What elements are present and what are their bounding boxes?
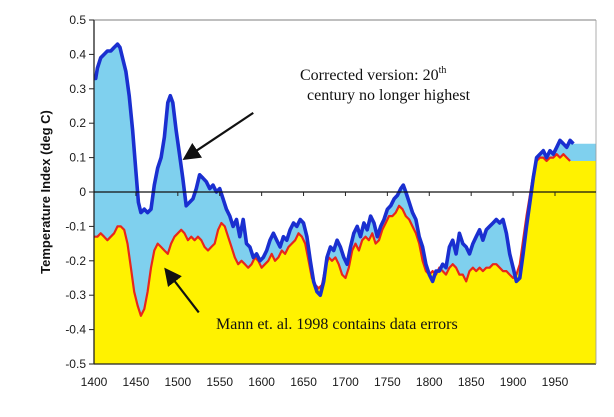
x-tick-label: 1800 <box>416 375 443 389</box>
y-tick-label: -0.4 <box>65 323 86 337</box>
mann-area-fill <box>94 154 596 364</box>
annotation-arrow-corrected <box>182 111 254 161</box>
annotation-corrected-text: Corrected version: 20 <box>300 67 439 84</box>
plot-fills <box>94 44 596 364</box>
x-tick-label: 1900 <box>500 375 527 389</box>
annotations <box>164 111 254 314</box>
y-tick-label: 0.3 <box>69 82 86 96</box>
y-tick-label: -0.3 <box>65 288 86 302</box>
x-tick-label: 1600 <box>248 375 275 389</box>
y-axis-title: Temperature Index (deg C) <box>38 110 53 274</box>
x-tick-label: 1500 <box>164 375 191 389</box>
x-tick-label: 1850 <box>458 375 485 389</box>
axes: 0.5 0.4 0.3 0.2 0.1 0 -0.1 -0.2 -0.3 -0.4 -0.5 1400… <box>65 13 597 389</box>
annotation-arrow-mann <box>164 267 200 314</box>
x-tick-label: 1650 <box>290 375 317 389</box>
annotation-corrected-line2: century no longer highest <box>307 87 471 104</box>
plot-lines <box>93 42 575 317</box>
x-tick-label: 1400 <box>81 375 108 389</box>
annotation-mann: Mann et. al. 1998 contains data errors <box>216 316 458 333</box>
y-tick-label: -0.5 <box>65 357 86 371</box>
x-tick-label: 1700 <box>332 375 359 389</box>
y-tick-label: 0 <box>79 185 86 199</box>
x-tick-label: 1450 <box>123 375 150 389</box>
y-tick-label: -0.1 <box>65 219 86 233</box>
y-tick-label: -0.2 <box>65 254 86 268</box>
annotation-superscript: th <box>439 65 447 76</box>
x-tick-label: 1750 <box>374 375 401 389</box>
y-tick-label: 0.4 <box>69 47 86 61</box>
y-tick-label: 0.2 <box>69 116 86 130</box>
y-tick-label: 0.1 <box>69 151 86 165</box>
mann-series-line <box>94 153 571 317</box>
annotation-corrected-line1: Corrected version: 20th <box>300 65 446 84</box>
x-tick-label: 1550 <box>206 375 233 389</box>
y-tick-label: 0.5 <box>69 13 86 27</box>
corrected-series-line <box>93 42 575 297</box>
x-tick-label: 1950 <box>542 375 569 389</box>
